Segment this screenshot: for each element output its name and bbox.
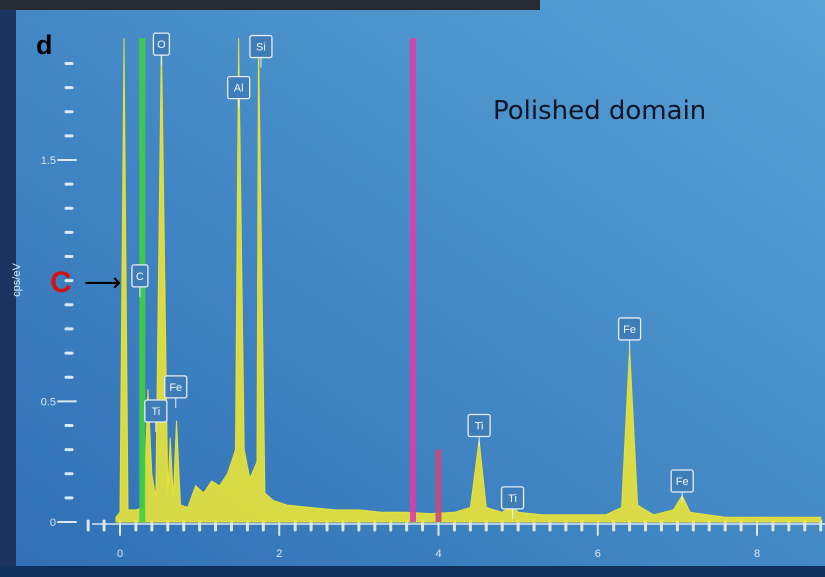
panel-label: d — [36, 30, 53, 60]
y-tick-label: 0.5 — [41, 396, 56, 408]
arrow-right-icon: ⟶ — [84, 268, 122, 298]
carbon-callout-label: C — [50, 266, 72, 299]
peak-label-box — [152, 32, 171, 56]
peak-label-box — [249, 34, 273, 59]
peak-label: Fe — [676, 476, 689, 488]
peak-label-box — [500, 486, 525, 510]
peak-label: Ti — [151, 406, 160, 418]
peak-label: O — [157, 39, 166, 51]
top-frame-edge — [0, 0, 540, 10]
peak-label: Ti — [475, 420, 484, 432]
y-axis-label: cps/eV — [11, 263, 23, 297]
x-tick-label: 0 — [117, 548, 123, 560]
spectrum-area — [115, 37, 822, 523]
x-tick-label: 4 — [435, 548, 441, 560]
peak-label-box — [144, 399, 168, 423]
peak-label: Si — [256, 42, 266, 54]
x-tick-label: 8 — [754, 548, 760, 560]
peak-label: C — [136, 271, 144, 283]
peak-label: Al — [234, 83, 244, 95]
peak-label: Fe — [169, 382, 182, 394]
peak-label-box — [617, 317, 642, 341]
peak-label: Ti — [508, 493, 517, 505]
y-tick-label: 1.5 — [41, 155, 56, 167]
y-tick-label: 0 — [50, 517, 56, 529]
peak-label: Fe — [623, 324, 636, 336]
element-marker-line — [410, 38, 417, 522]
bottom-frame-edge — [0, 566, 825, 577]
peak-label-box — [670, 469, 694, 493]
x-tick-label: 6 — [595, 548, 601, 560]
chart-annotation: Polished domain — [493, 96, 707, 126]
left-frame-edge — [0, 0, 16, 577]
x-tick-label: 2 — [276, 548, 282, 560]
peak-label-box — [164, 375, 188, 399]
element-marker-line — [435, 449, 442, 522]
peak-label-box — [467, 413, 491, 438]
peak-label-box — [131, 264, 149, 288]
peak-label-box — [226, 75, 251, 100]
